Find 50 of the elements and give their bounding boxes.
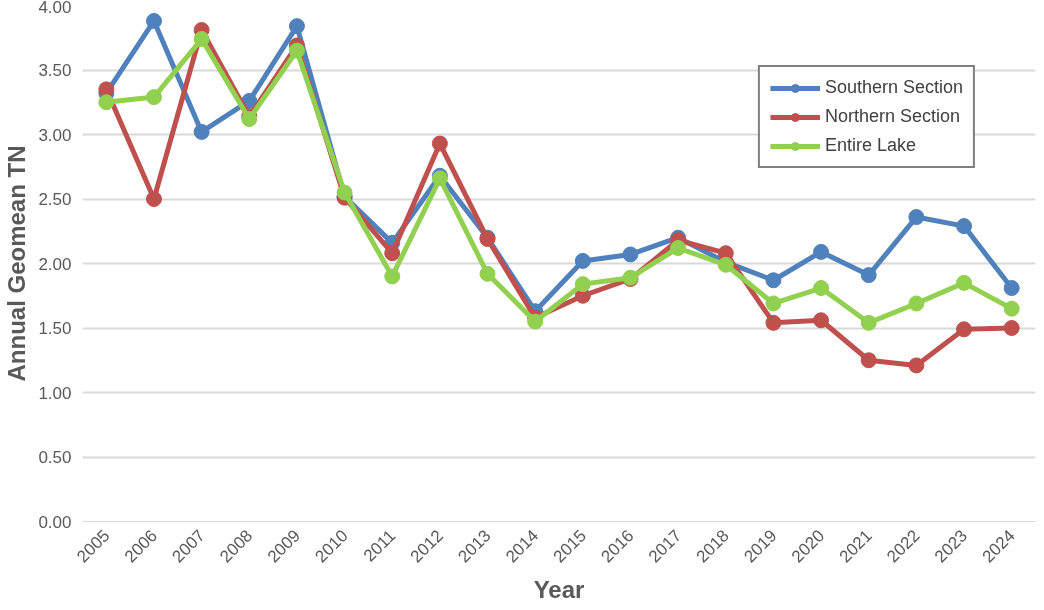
point bbox=[813, 280, 830, 296]
point bbox=[813, 312, 830, 329]
y-tick-label: 1.50 bbox=[38, 319, 72, 338]
point bbox=[288, 18, 305, 35]
y-tick-label: 2.50 bbox=[38, 190, 72, 209]
point bbox=[1003, 320, 1020, 336]
point bbox=[1003, 280, 1020, 296]
point bbox=[956, 274, 973, 291]
point bbox=[956, 321, 973, 338]
y-tick-label: 2.00 bbox=[38, 254, 72, 274]
point bbox=[860, 352, 877, 369]
y-tick-label: 1.00 bbox=[38, 383, 72, 403]
point bbox=[479, 265, 496, 282]
point bbox=[431, 135, 448, 152]
point bbox=[908, 209, 925, 226]
point bbox=[765, 272, 782, 289]
y-tick-label: 4.00 bbox=[38, 0, 72, 17]
point bbox=[145, 191, 162, 207]
point bbox=[1003, 300, 1020, 317]
point bbox=[860, 267, 877, 284]
point bbox=[527, 313, 544, 330]
y-tick-label: 0.00 bbox=[38, 512, 72, 532]
point bbox=[765, 295, 782, 312]
y-tick-label: 3.00 bbox=[38, 125, 72, 145]
point bbox=[193, 123, 210, 140]
point bbox=[336, 184, 353, 201]
point bbox=[574, 276, 591, 293]
y-axis-title: Annual Geomean TN bbox=[3, 145, 31, 382]
point bbox=[670, 240, 687, 257]
point bbox=[908, 295, 925, 312]
legend-label: Southern Section bbox=[824, 77, 963, 98]
point bbox=[956, 218, 973, 235]
legend-label: Entire Lake bbox=[824, 135, 916, 156]
point bbox=[193, 31, 210, 48]
x-axis-title: Year bbox=[533, 575, 585, 603]
point bbox=[622, 246, 639, 263]
y-tick-label: 0.50 bbox=[38, 448, 72, 467]
point bbox=[98, 94, 115, 111]
point bbox=[574, 252, 591, 269]
point bbox=[384, 268, 401, 285]
point bbox=[288, 42, 305, 59]
point bbox=[765, 314, 782, 331]
point bbox=[145, 89, 162, 106]
point bbox=[145, 12, 162, 29]
point bbox=[860, 314, 877, 331]
legend-label: Northern Section bbox=[824, 106, 960, 127]
y-tick-label: 3.50 bbox=[38, 61, 72, 80]
point bbox=[813, 243, 830, 260]
point bbox=[908, 357, 925, 374]
point bbox=[384, 245, 401, 262]
